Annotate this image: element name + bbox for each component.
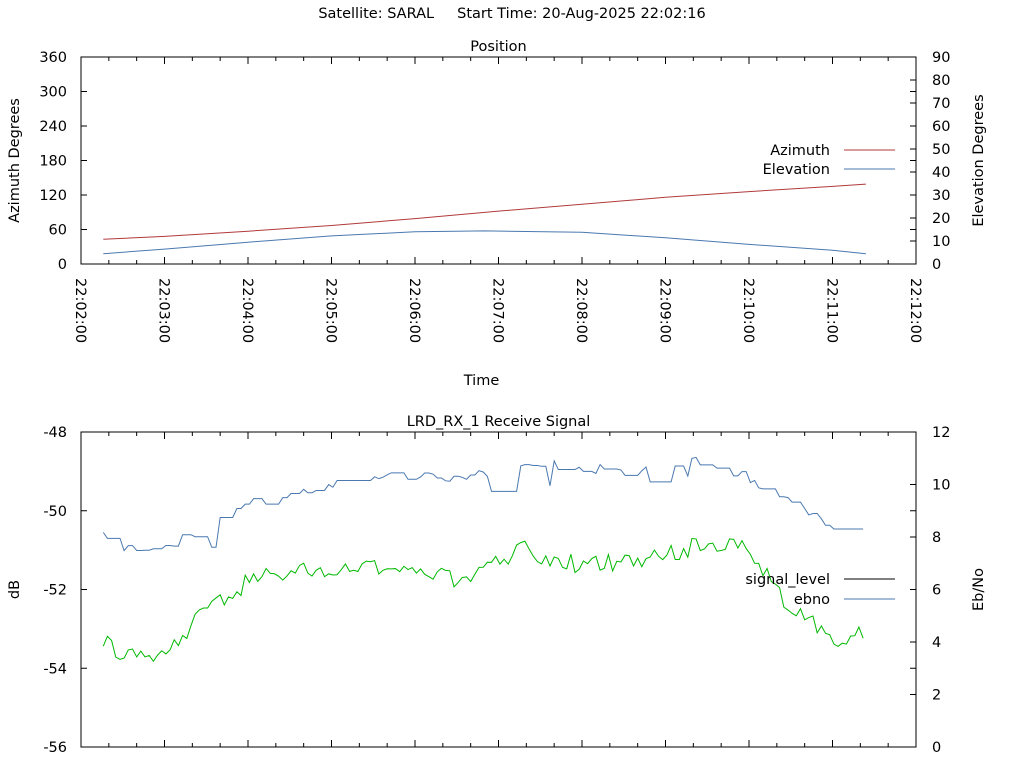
series-line-elevation [103, 230, 866, 255]
y-tick-label: 300 [39, 85, 67, 101]
x-tick-label: 22:05:00 [323, 278, 339, 343]
y-tick-label: 360 [39, 50, 67, 66]
y-tick-label: -52 [43, 583, 67, 599]
y-tick-label: -50 [43, 504, 67, 520]
y2-tick-label: 90 [932, 50, 950, 66]
receive-signal-chart: LRD_RX_1 Receive Signal -56 -54 -52 -50 -48 0 2… [7, 414, 987, 756]
x-axis-label: Time [463, 373, 500, 389]
legend-label-ebno: ebno [794, 592, 830, 608]
legend-label-azimuth: Azimuth [770, 143, 830, 159]
y2-tick-label: 70 [932, 96, 950, 112]
y2-tick-label: 60 [932, 119, 950, 135]
y2-tick-label: 4 [932, 635, 941, 651]
y2-tick-label: 2 [932, 688, 941, 704]
x-tick-label: 22:08:00 [573, 278, 589, 343]
plot-frame-1 [80, 431, 917, 748]
y2-tick-label: 6 [932, 583, 941, 599]
y-tick-label: 240 [39, 119, 67, 135]
start-time-label: Start Time: 20-Aug-2025 22:02:16 [457, 6, 706, 22]
y2-tick-label: 20 [932, 211, 950, 227]
y-tick-label: 120 [39, 188, 67, 204]
y2-tick-label: 0 [932, 740, 941, 756]
x-tick-label: 22:10:00 [740, 278, 756, 343]
y2-tick-label: 10 [932, 234, 950, 250]
x-tick-label: 22:11:00 [824, 278, 840, 343]
x-tick-label: 22:09:00 [657, 278, 673, 343]
y2-tick-label: 10 [932, 478, 950, 494]
y-tick-label: 180 [39, 154, 67, 170]
y-tick-label: 0 [58, 257, 67, 273]
position-chart: Position 0 60 120 180 240 300 360 0 10 20 30 40 50 60 7… [7, 39, 987, 389]
y-tick-label: -54 [43, 661, 67, 677]
y2-axis-label: Elevation Degrees [971, 94, 987, 226]
y2-tick-label: 12 [932, 425, 950, 441]
figure-header: Satellite: SARAL Start Time: 20-Aug-2025… [0, 6, 1024, 22]
legend-label-elevation: Elevation [763, 162, 830, 178]
chart-title: Position [470, 39, 526, 55]
x-tick-label: 22:04:00 [239, 278, 255, 343]
x-tick-label: 22:06:00 [406, 278, 422, 343]
y-tick-label: -48 [43, 425, 67, 441]
y2-tick-label: 8 [932, 530, 941, 546]
x-tick-label: 22:07:00 [490, 278, 506, 343]
x-tick-label: 22:12:00 [907, 278, 923, 343]
x-tick-label: 22:02:00 [72, 278, 88, 343]
y2-tick-label: 50 [932, 142, 950, 158]
y-axis-label: Azimuth Degrees [7, 98, 23, 223]
y-tick-label: 60 [49, 223, 67, 239]
satellite-label: Satellite: SARAL [318, 6, 435, 22]
series-line-azimuth [103, 183, 866, 240]
y-axis-label: dB [7, 580, 23, 599]
plot-frame-0 [80, 56, 917, 265]
legend-label-signal-level: signal_level [745, 572, 830, 588]
y2-tick-label: 40 [932, 165, 950, 181]
series-line-signal-level [102, 456, 864, 552]
x-tick-label: 22:03:00 [156, 278, 172, 343]
y2-tick-label: 0 [932, 257, 941, 273]
y-tick-label: -56 [43, 740, 67, 756]
y2-axis-label: Eb/No [971, 568, 987, 611]
series-line-ebno [102, 537, 864, 663]
y2-tick-label: 30 [932, 188, 950, 204]
y2-tick-label: 80 [932, 73, 950, 89]
chart-title: LRD_RX_1 Receive Signal [407, 414, 591, 430]
